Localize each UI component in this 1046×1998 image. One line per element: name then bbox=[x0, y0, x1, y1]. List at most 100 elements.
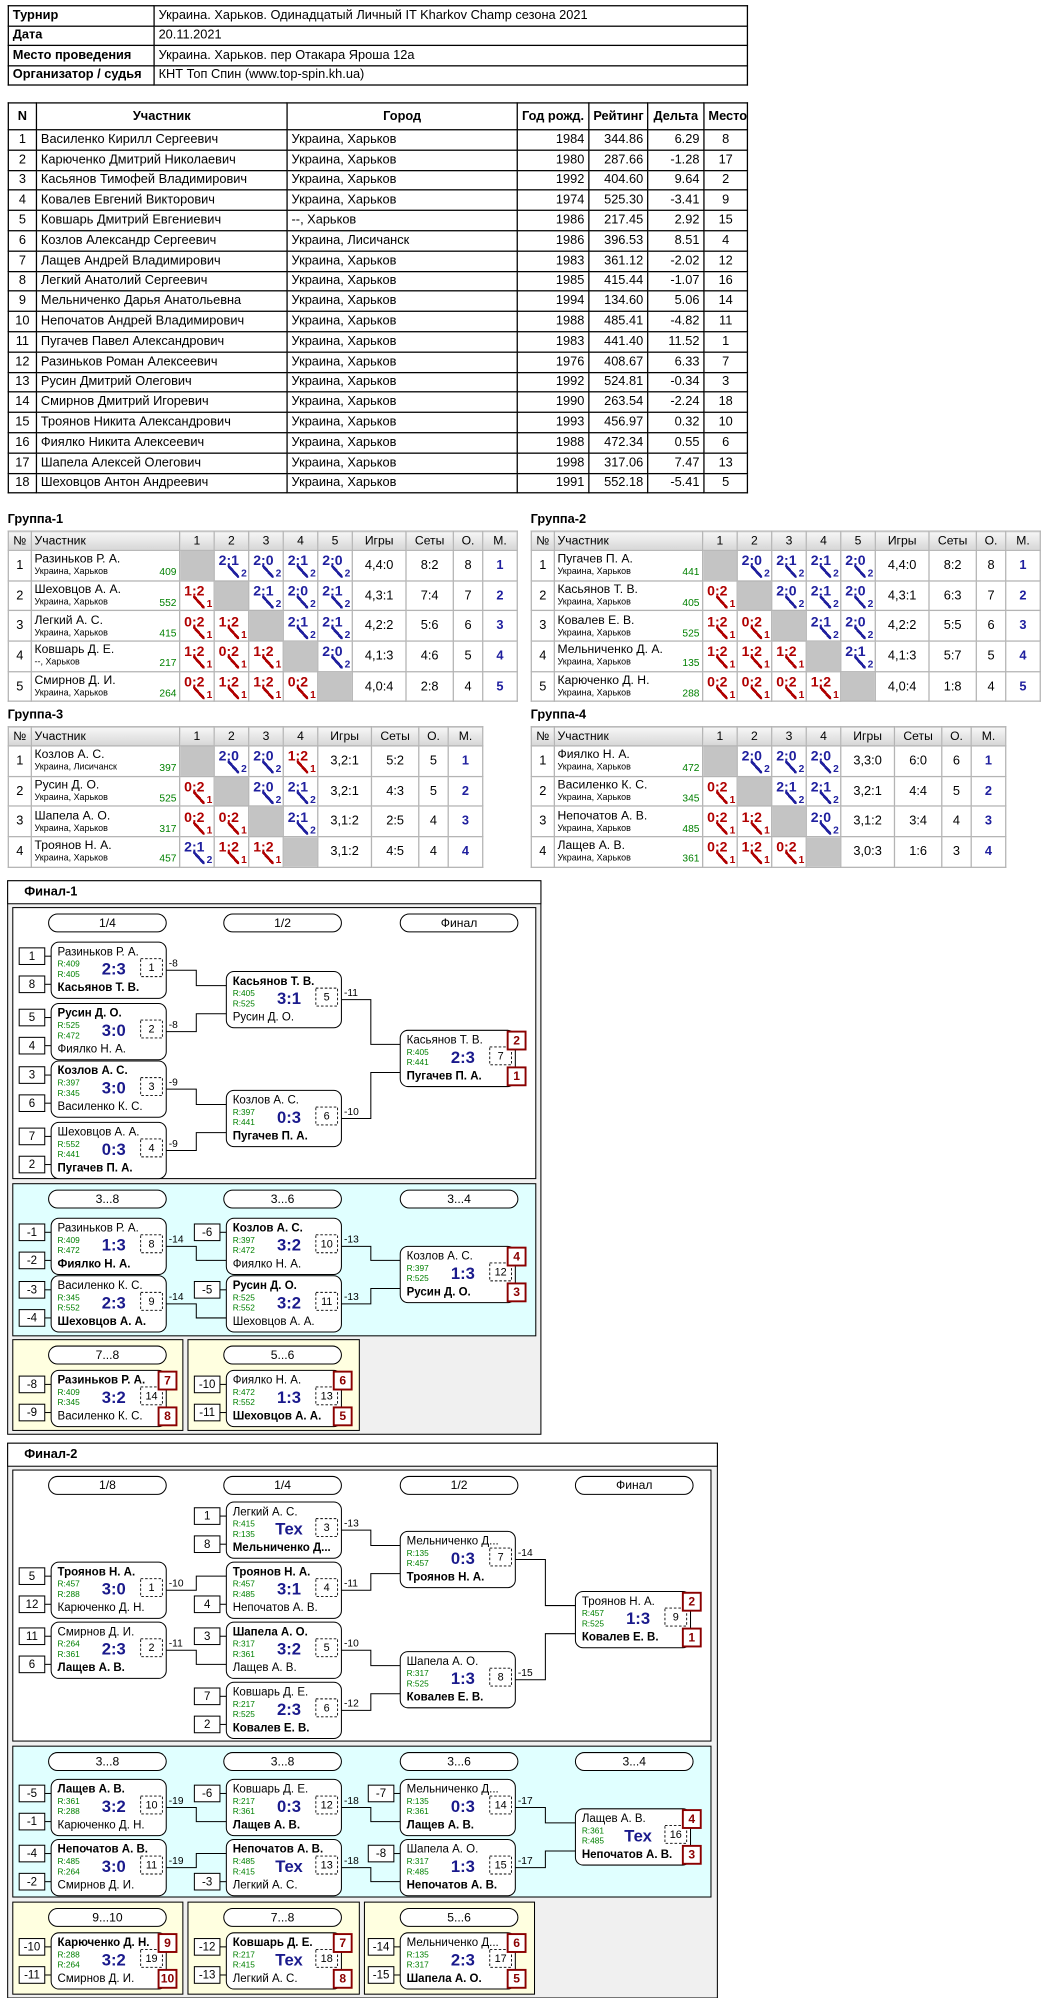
round-label: 1/4 bbox=[99, 916, 116, 930]
header-cell: О. bbox=[418, 726, 449, 747]
result-points: 2 bbox=[344, 598, 351, 610]
header-cell: Сеты bbox=[928, 530, 977, 551]
place-box bbox=[681, 1809, 702, 1829]
player-row: 16 Фиялко Никита Алексеевич Украина, Харьк… bbox=[7, 432, 749, 454]
match-number: 14 bbox=[495, 1799, 507, 1811]
loser-destination: -13 bbox=[344, 1292, 359, 1303]
participant-sub: Украина, Харьков 552 bbox=[35, 597, 177, 609]
result: 2:1 2 bbox=[285, 552, 317, 579]
rating-top: R:485 bbox=[233, 1856, 256, 1866]
rating-bottom: R:135 bbox=[233, 1529, 256, 1539]
result-points: 2 bbox=[798, 793, 805, 806]
header-cell: М. bbox=[970, 726, 1007, 747]
match-number-box bbox=[315, 1106, 339, 1126]
match-box bbox=[225, 1681, 342, 1740]
result-points: 2 bbox=[867, 658, 874, 671]
match-score: 2:3 bbox=[102, 960, 126, 979]
result: 0:2 1 bbox=[181, 808, 213, 835]
rating-top: R:135 bbox=[407, 1949, 430, 1959]
header-cell: 4 bbox=[805, 726, 842, 747]
rating-bottom: R:345 bbox=[58, 1088, 81, 1098]
player-bottom: Лащев А. В. bbox=[233, 1819, 300, 1831]
player-top: Лащев А. В. bbox=[582, 1813, 646, 1825]
player-cell: Троянов Никита Александрович bbox=[35, 411, 288, 434]
match-box bbox=[50, 1369, 167, 1428]
header-cell: 5 bbox=[317, 530, 353, 551]
participant-rating: 217 bbox=[159, 657, 177, 670]
result-cell: 0:2 1 bbox=[702, 775, 738, 808]
result: 1:2 1 bbox=[215, 612, 247, 640]
result-points: 2 bbox=[206, 854, 213, 866]
result-points: 1 bbox=[729, 689, 736, 701]
games: 3,3:0 bbox=[840, 745, 896, 777]
group-title: Группа-2 bbox=[530, 512, 587, 527]
result-cell: 1:2 1 bbox=[213, 836, 250, 868]
match-box bbox=[225, 1621, 342, 1679]
match-score: 0:3 bbox=[277, 1797, 301, 1816]
match-number: 15 bbox=[495, 1860, 507, 1872]
player-row: 8 Легкий Анатолий Сергеевич Украина, Харьк… bbox=[7, 270, 749, 292]
match-score: 1:3 bbox=[626, 1609, 650, 1628]
player-cell: Украина, Харьков bbox=[286, 270, 518, 292]
header-cell: 4 bbox=[282, 726, 319, 747]
result-points: 2 bbox=[798, 763, 805, 776]
participant-sub: Украина, Харьков 264 bbox=[35, 688, 177, 700]
match-number: 2 bbox=[149, 1642, 155, 1654]
rating-top: R:217 bbox=[233, 1949, 256, 1959]
result-points: 2 bbox=[275, 568, 282, 580]
result: 2:1 2 bbox=[285, 808, 317, 835]
result: 2:0 2 bbox=[738, 552, 770, 579]
final-place: 4 bbox=[513, 1249, 520, 1263]
rating-bottom: R:361 bbox=[407, 1806, 430, 1816]
match-number: 10 bbox=[321, 1238, 333, 1250]
player-cell: 1994 bbox=[516, 290, 590, 313]
result-points: 2 bbox=[310, 598, 316, 610]
match-number: 2 bbox=[149, 1024, 155, 1036]
row-number: 3 bbox=[530, 805, 555, 838]
participant-city: Украина, Харьков bbox=[557, 658, 631, 668]
loser-destination: -8 bbox=[169, 1020, 178, 1031]
place-box bbox=[681, 1627, 702, 1648]
participant-name: Ковалев Е. В. bbox=[557, 613, 635, 628]
diagonal-cell bbox=[840, 670, 876, 703]
result-points: 2 bbox=[833, 763, 839, 776]
player-cell: Разиньков Роман Алексеевич bbox=[35, 351, 288, 373]
result-points: 2 bbox=[310, 793, 316, 806]
player-cell: 11.52 bbox=[647, 331, 705, 353]
match-number: 11 bbox=[146, 1860, 157, 1872]
participant-sub: Украина, Харьков 288 bbox=[558, 688, 700, 700]
participant-rating: 552 bbox=[159, 597, 177, 609]
result-cell: 2:1 2 bbox=[771, 549, 807, 582]
rating-bottom: R:485 bbox=[407, 1866, 430, 1876]
match-number: 18 bbox=[321, 1953, 333, 1965]
player-bottom: Касьянов Т. В. bbox=[58, 982, 140, 994]
match-score: 3:1 bbox=[277, 989, 301, 1008]
player-cell: 472.34 bbox=[588, 432, 649, 454]
row-number: 4 bbox=[530, 640, 555, 673]
result-cell: 2:0 2 bbox=[805, 745, 842, 777]
match-box bbox=[50, 1561, 167, 1619]
round-header bbox=[223, 1345, 342, 1365]
row-number: 3 bbox=[7, 805, 32, 838]
player-top: Шапела А. О. bbox=[233, 1626, 308, 1638]
header-cell: Участник bbox=[553, 726, 704, 747]
result-cell: 0:2 1 bbox=[282, 670, 319, 703]
games: 3,1:2 bbox=[317, 836, 373, 868]
participant-city: Украина, Лисичанск bbox=[34, 763, 117, 773]
round-header bbox=[223, 1752, 342, 1771]
match-score: Тех bbox=[275, 1857, 303, 1876]
player-cell: Украина, Харьков bbox=[286, 310, 518, 333]
result-slash bbox=[750, 626, 763, 639]
seed-box bbox=[18, 1966, 46, 1984]
seed: 5 bbox=[29, 1012, 35, 1024]
match-score: 2:3 bbox=[277, 1700, 301, 1719]
result: 0:2 1 bbox=[215, 808, 247, 835]
player-cell: Мельниченко Дарья Анатольевна bbox=[35, 290, 288, 313]
player-cell: 14 bbox=[703, 290, 749, 313]
result-slash bbox=[262, 791, 274, 805]
player-row: 5 Ковшарь Дмитрий Евгениевич --, Харьков 19… bbox=[7, 209, 749, 232]
round-header bbox=[399, 1752, 519, 1771]
